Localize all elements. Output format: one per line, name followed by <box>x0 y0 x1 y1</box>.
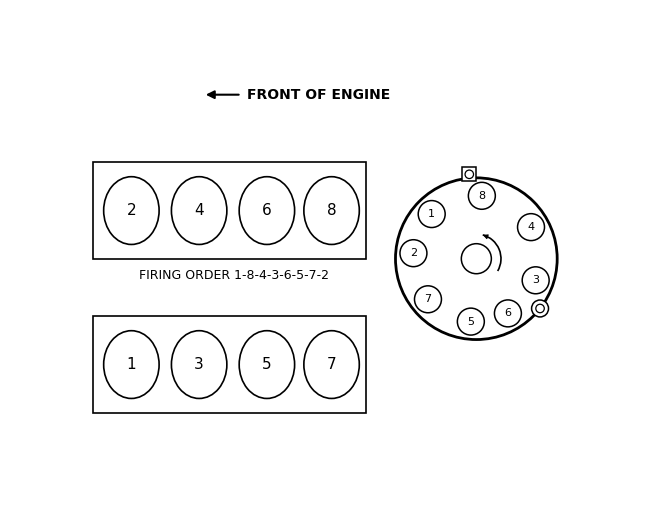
Circle shape <box>457 308 484 335</box>
Circle shape <box>419 200 445 228</box>
Bar <box>462 167 476 181</box>
Ellipse shape <box>304 331 359 399</box>
Text: 8: 8 <box>478 191 485 201</box>
Text: 2: 2 <box>127 203 136 218</box>
Text: 5: 5 <box>262 357 272 372</box>
Circle shape <box>522 267 549 294</box>
Bar <box>93 317 366 413</box>
Circle shape <box>518 214 544 240</box>
Text: 8: 8 <box>327 203 337 218</box>
Text: 3: 3 <box>532 275 539 285</box>
Text: 6: 6 <box>504 308 512 318</box>
Circle shape <box>536 304 544 313</box>
Text: 4: 4 <box>194 203 204 218</box>
Circle shape <box>465 170 474 178</box>
Text: 6: 6 <box>262 203 272 218</box>
Text: 4: 4 <box>527 222 535 232</box>
Text: 7: 7 <box>424 294 432 304</box>
Text: 1: 1 <box>127 357 136 372</box>
Text: 5: 5 <box>467 317 474 327</box>
Ellipse shape <box>171 331 227 399</box>
Bar <box>93 163 366 259</box>
Text: 7: 7 <box>327 357 337 372</box>
Circle shape <box>495 300 522 327</box>
Ellipse shape <box>531 300 548 317</box>
Circle shape <box>400 240 427 267</box>
Ellipse shape <box>304 177 359 245</box>
Ellipse shape <box>104 331 159 399</box>
Circle shape <box>468 183 495 209</box>
Circle shape <box>461 244 491 274</box>
Text: FIRING ORDER 1-8-4-3-6-5-7-2: FIRING ORDER 1-8-4-3-6-5-7-2 <box>139 269 329 282</box>
Circle shape <box>396 178 557 340</box>
Ellipse shape <box>104 177 159 245</box>
Text: 2: 2 <box>410 248 417 258</box>
Ellipse shape <box>171 177 227 245</box>
Text: FRONT OF ENGINE: FRONT OF ENGINE <box>247 88 390 102</box>
Ellipse shape <box>239 177 295 245</box>
Ellipse shape <box>239 331 295 399</box>
Text: 3: 3 <box>194 357 204 372</box>
Text: 1: 1 <box>428 209 435 219</box>
Circle shape <box>415 286 441 313</box>
